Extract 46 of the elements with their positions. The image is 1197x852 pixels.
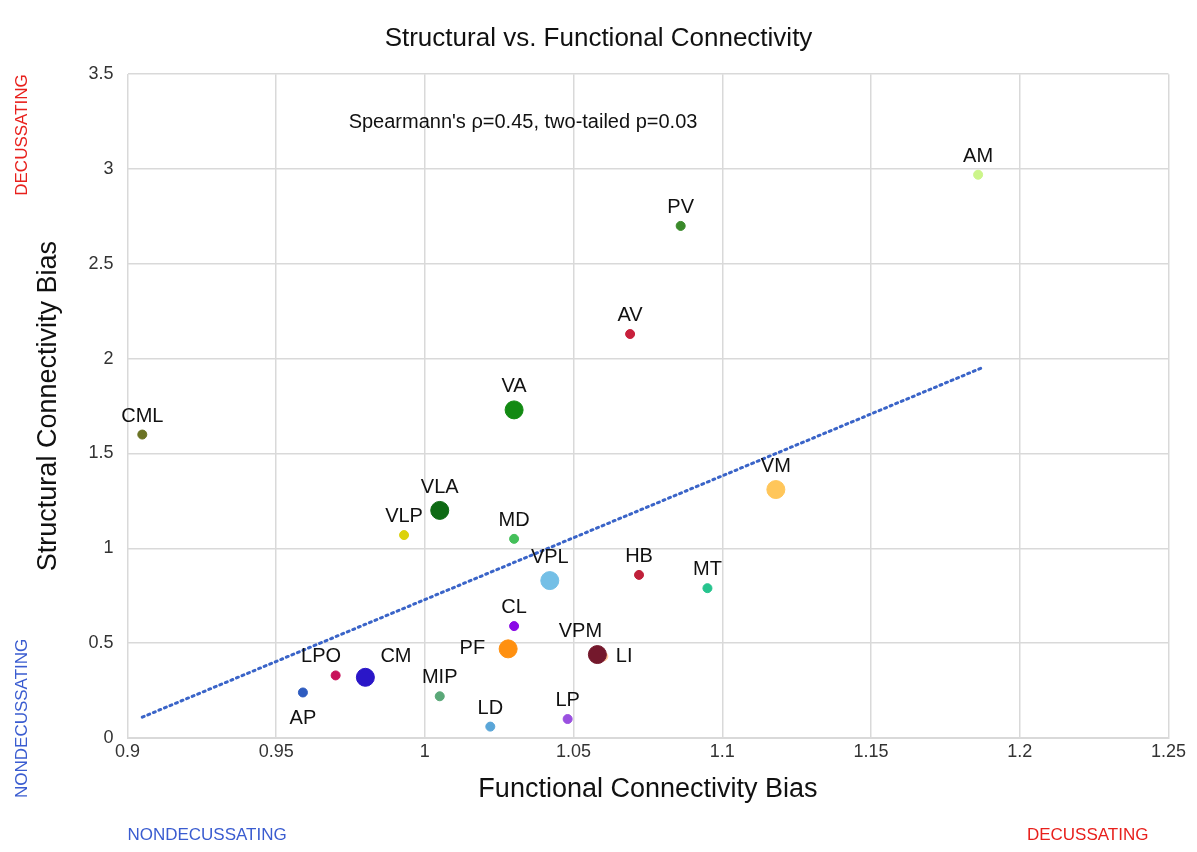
text: NONDECUSSATING [127,825,287,844]
y-tick-label: 0 [103,726,114,747]
series-label: CM [380,643,412,666]
y-tick-label: 2.5 [88,252,114,273]
series-label: MD [498,507,530,530]
x-tick-label: 1.25 [1150,740,1187,761]
y-tick-label: 1.5 [88,442,114,463]
chart-title: Structural vs. Functional Connectivity [384,21,813,52]
series-label: VM [760,454,791,477]
text: NONDECUSSATING [11,638,31,798]
annotation: Spearmann's ρ=0.45, two-tailed p=0.03 [348,109,698,132]
x-tick-label: 1.15 [853,740,889,761]
series-label: AM [963,143,994,166]
y-axis-title: Structural Connectivity Bias [31,241,62,572]
text: DECUSSATING [1026,825,1149,844]
x-tick-label: 1.2 [1007,740,1033,761]
series-label: PV [667,194,695,217]
series-label: VPL [530,545,569,568]
series-label: VA [501,374,528,397]
series-label: HB [625,543,653,566]
series-label: CML [121,403,164,426]
series-label: LPO [301,644,342,667]
series-label: AP [289,706,317,729]
series-label: VLP [385,504,423,527]
series-label: CL [501,595,527,618]
y-tick-label: 3.5 [88,63,114,84]
series-label: MT [693,557,722,580]
series-label: MIP [421,665,458,688]
series-label: VPM [558,619,603,642]
series-label: LD [477,695,504,718]
y-tick-label: 2 [103,347,114,368]
x-tick-label: 1.05 [556,740,592,761]
x-tick-label: 1.1 [709,740,735,761]
series-label: PF [459,636,486,659]
series-label: LI [615,643,633,666]
x-axis-title: Functional Connectivity Bias [478,773,818,804]
x-tick-label: 0.9 [114,740,140,761]
y-tick-label: 3 [103,158,114,178]
series-label: LP [555,688,580,711]
x-tick-label: 0.95 [258,740,294,761]
y-tick-label: 0.5 [88,632,114,653]
y-tick-label: 1 [103,537,114,558]
series-label: VLA [420,474,460,497]
x-tick-label: 1 [419,740,430,761]
series-label: AV [617,303,644,326]
text: DECUSSATING [11,74,31,196]
